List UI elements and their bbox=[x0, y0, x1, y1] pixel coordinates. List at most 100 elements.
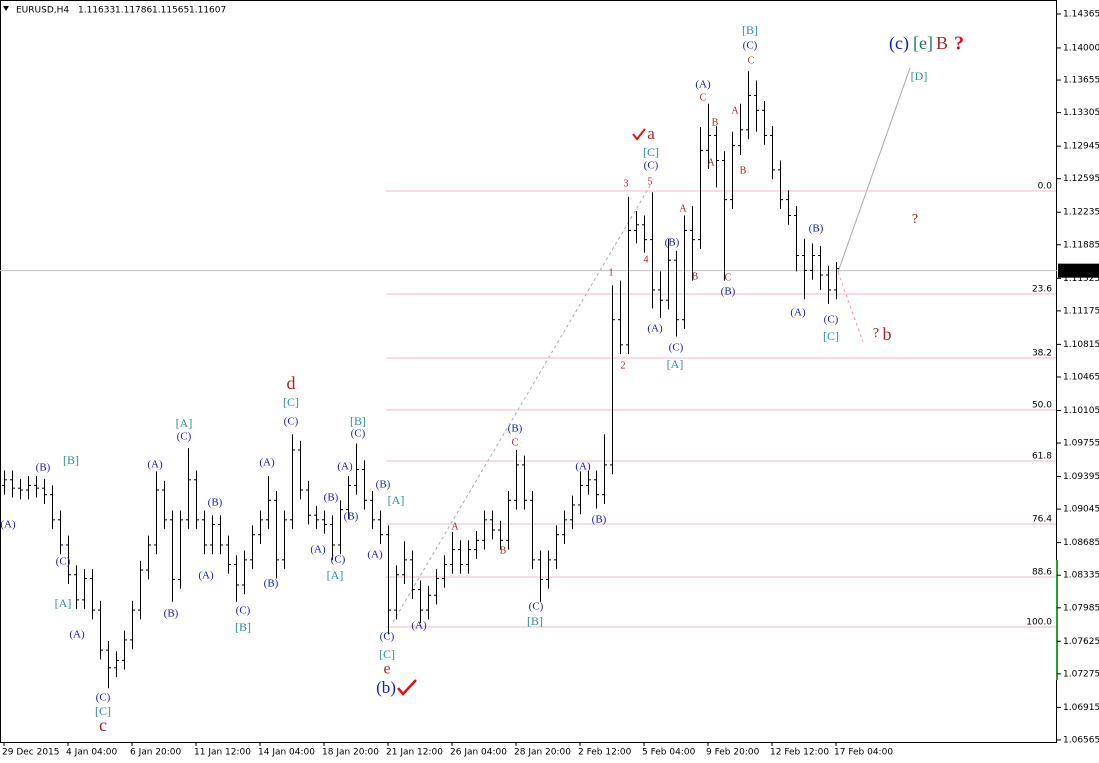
x-tick-label: 9 Feb 20:00 bbox=[706, 748, 760, 758]
check-mark bbox=[397, 679, 417, 696]
y-tick-label: 1.10815 bbox=[1063, 340, 1099, 350]
x-tick-label: 6 Jan 20:00 bbox=[130, 748, 182, 758]
wave-label: (C) bbox=[331, 554, 346, 566]
y-tick-label: 1.14365 bbox=[1063, 9, 1099, 19]
wave-label: (B) bbox=[324, 492, 339, 504]
wave-label: (B) bbox=[164, 608, 179, 620]
last-bar-value: 1.11633 bbox=[78, 6, 115, 16]
wave-label: (A) bbox=[790, 307, 806, 319]
wave-label: (B) bbox=[208, 497, 223, 509]
y-tick-label: 1.09755 bbox=[1063, 439, 1099, 449]
wave-label: [C] bbox=[823, 329, 839, 343]
trend-dashed bbox=[392, 183, 652, 623]
y-tick-label: 1.07275 bbox=[1063, 669, 1099, 679]
wave-label: C bbox=[748, 55, 755, 66]
wave-label: C bbox=[700, 92, 707, 103]
wave-label: (C) bbox=[177, 431, 192, 443]
wave-label: (b) bbox=[376, 678, 396, 697]
wave-label: (A) bbox=[647, 323, 663, 335]
wave-label: A bbox=[707, 157, 715, 168]
wave-label: (B) bbox=[809, 223, 824, 235]
check-mark bbox=[632, 128, 646, 141]
wave-label: B bbox=[712, 117, 719, 128]
wave-label: (B) bbox=[376, 479, 391, 491]
y-tick-label: 1.11885 bbox=[1063, 240, 1099, 250]
x-tick-label: 12 Feb 12:00 bbox=[770, 748, 829, 758]
side-marker bbox=[1056, 560, 1058, 680]
wave-label: ? bbox=[873, 326, 879, 341]
wave-label: 1 bbox=[609, 267, 614, 278]
fib-label: 0.0 bbox=[1038, 181, 1053, 191]
wave-label: (A) bbox=[411, 620, 427, 632]
wave-label: a bbox=[647, 124, 655, 143]
wave-label: (C) bbox=[56, 556, 71, 568]
fib-label: 61.8 bbox=[1032, 452, 1052, 462]
wave-label: [B] bbox=[235, 620, 251, 634]
foreground-layer: 1.11633 1.11786 1.11565 1.11607 1.143651.140… bbox=[0, 6, 1099, 758]
y-tick-label: 1.06565 bbox=[1063, 735, 1099, 745]
x-tick-label: 17 Feb 04:00 bbox=[834, 748, 893, 758]
wave-label: [B] bbox=[350, 414, 366, 428]
y-tick-label: 1.14000 bbox=[1063, 43, 1099, 53]
wave-label: (B) bbox=[508, 423, 523, 435]
wave-label: (C) bbox=[743, 40, 758, 52]
wave-label: [A] bbox=[327, 568, 344, 582]
wave-label: (A) bbox=[147, 459, 163, 471]
wave-label: (C) bbox=[284, 416, 299, 428]
wave-label: B bbox=[740, 165, 747, 176]
y-tick-label: 1.06915 bbox=[1063, 703, 1099, 713]
y-tick-label: 1.07625 bbox=[1063, 637, 1099, 647]
wave-label: c bbox=[99, 715, 107, 735]
x-tick-label: 4 Jan 04:00 bbox=[66, 748, 118, 758]
wave-label: b bbox=[883, 324, 892, 344]
wave-label: (A) bbox=[337, 461, 353, 473]
x-tick-label: 14 Jan 04:00 bbox=[258, 748, 315, 758]
wave-label: (B) bbox=[264, 578, 279, 590]
wave-label: (B) bbox=[721, 286, 736, 298]
wave-label: (A) bbox=[259, 457, 275, 469]
current-price-box bbox=[1058, 263, 1099, 278]
wave-label: (C) bbox=[380, 631, 395, 643]
current-price-label: 1.11607 bbox=[1061, 266, 1098, 276]
y-tick-label: 1.12595 bbox=[1063, 174, 1099, 184]
wave-label: [e] bbox=[913, 33, 933, 53]
plot-frame bbox=[0, 0, 1057, 743]
fib-label: 76.4 bbox=[1032, 515, 1052, 525]
x-tick-label: 21 Jan 12:00 bbox=[386, 748, 443, 758]
x-tick-label: 26 Jan 04:00 bbox=[450, 748, 507, 758]
x-tick-label: 11 Jan 12:00 bbox=[194, 748, 251, 758]
last-bar-value: 1.11786 bbox=[115, 6, 152, 16]
y-tick-label: 1.13305 bbox=[1063, 108, 1099, 118]
fib-label: 23.6 bbox=[1032, 285, 1052, 295]
wave-label: (B) bbox=[36, 462, 51, 474]
bars-layer bbox=[2, 71, 839, 689]
wave-label: (A) bbox=[69, 629, 85, 641]
wave-label: B bbox=[692, 271, 699, 282]
x-tick-label: 5 Feb 04:00 bbox=[642, 748, 696, 758]
wave-label: C bbox=[725, 272, 732, 283]
wave-label: e bbox=[383, 661, 390, 678]
wave-label: (C) bbox=[644, 160, 659, 172]
y-tick-label: 1.10465 bbox=[1063, 372, 1099, 382]
y-tick-label: 1.10105 bbox=[1063, 406, 1099, 416]
wave-label: [C] bbox=[379, 647, 395, 661]
wave-label: [B] bbox=[742, 23, 758, 37]
last-bar-value: 1.11607 bbox=[189, 6, 226, 16]
wave-label: (A) bbox=[695, 79, 711, 91]
y-tick-label: 1.08685 bbox=[1063, 538, 1099, 548]
wave-label: (c) bbox=[889, 33, 909, 54]
wave-label: C bbox=[512, 437, 519, 448]
y-tick-label: 1.08335 bbox=[1063, 571, 1099, 581]
wave-label: [A] bbox=[55, 596, 72, 610]
y-tick-label: 1.09045 bbox=[1063, 505, 1099, 515]
projection-dashed bbox=[837, 271, 864, 343]
wave-label: (B) bbox=[344, 511, 359, 523]
wave-label: 2 bbox=[621, 360, 626, 371]
wave-label: (A) bbox=[198, 570, 214, 582]
wave-label: [D] bbox=[911, 69, 928, 83]
wave-label: 5 bbox=[648, 176, 653, 187]
symbol: EURUSD,H4 bbox=[16, 6, 69, 16]
y-tick-label: 1.11175 bbox=[1063, 306, 1099, 316]
wave-label: [C] bbox=[643, 145, 659, 159]
wave-label: A bbox=[679, 203, 687, 214]
